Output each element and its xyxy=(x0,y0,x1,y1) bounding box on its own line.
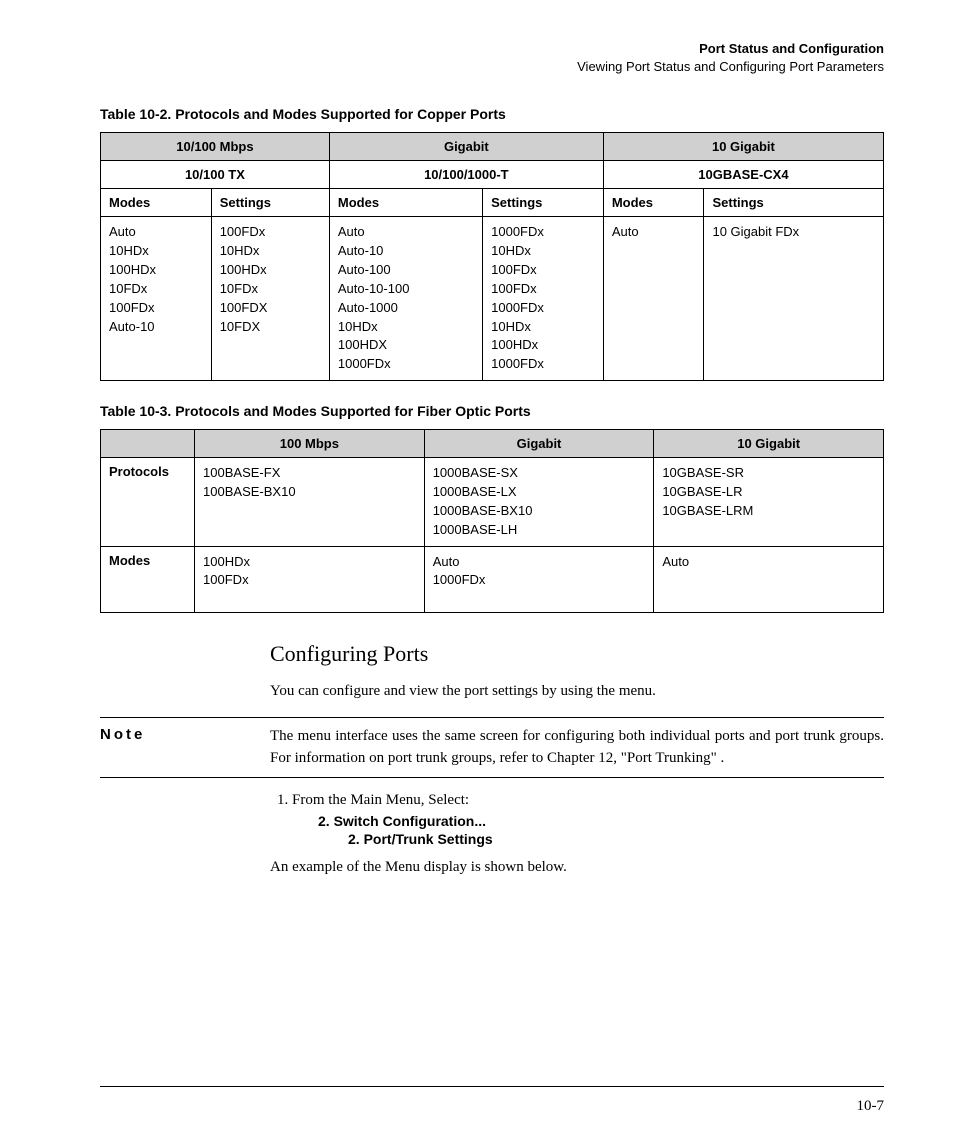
t1-cell-2: Auto Auto-10 Auto-100 Auto-10-100 Auto-1… xyxy=(329,217,482,381)
t1-group-0: 10/100 Mbps xyxy=(101,133,330,161)
table2-caption: Table 10-3. Protocols and Modes Supporte… xyxy=(100,403,884,419)
note-body: The menu interface uses the same screen … xyxy=(270,726,884,770)
t1-col-3: Settings xyxy=(483,189,604,217)
t2-r0-label: Protocols xyxy=(101,458,195,546)
step-1: From the Main Menu, Select: 2. Switch Co… xyxy=(292,792,884,847)
steps-list: From the Main Menu, Select: 2. Switch Co… xyxy=(270,792,884,847)
section-title: Configuring Ports xyxy=(270,641,884,667)
menu-path-1: 2. Switch Configuration... xyxy=(318,813,884,829)
t1-sub-2: 10GBASE-CX4 xyxy=(603,161,883,189)
t1-col-1: Settings xyxy=(211,189,329,217)
t2-r1-c2: Auto xyxy=(654,546,884,613)
t1-cell-4: Auto xyxy=(603,217,704,381)
t2-col-0 xyxy=(101,430,195,458)
t2-col-1: 100 Mbps xyxy=(195,430,425,458)
step-1-text: From the Main Menu, Select: xyxy=(292,792,469,808)
page-number: 10-7 xyxy=(857,1098,885,1115)
t1-col-2: Modes xyxy=(329,189,482,217)
t1-col-4: Modes xyxy=(603,189,704,217)
t1-group-2: 10 Gigabit xyxy=(603,133,883,161)
header-subtitle: Viewing Port Status and Configuring Port… xyxy=(100,58,884,76)
t1-sub-1: 10/100/1000-T xyxy=(329,161,603,189)
menu-path-2: 2. Port/Trunk Settings xyxy=(348,831,884,847)
t2-r0-c2: 10GBASE-SR 10GBASE-LR 10GBASE-LRM xyxy=(654,458,884,546)
page-header: Port Status and Configuration Viewing Po… xyxy=(100,40,884,76)
t1-col-5: Settings xyxy=(704,189,884,217)
t1-sub-0: 10/100 TX xyxy=(101,161,330,189)
note-block: Note The menu interface uses the same sc… xyxy=(100,717,884,779)
page: Port Status and Configuration Viewing Po… xyxy=(0,0,954,1145)
t1-cell-3: 1000FDx 10HDx 100FDx 100FDx 1000FDx 10HD… xyxy=(483,217,604,381)
table1-caption: Table 10-2. Protocols and Modes Supporte… xyxy=(100,106,884,122)
t1-col-0: Modes xyxy=(101,189,212,217)
t1-group-1: Gigabit xyxy=(329,133,603,161)
t2-col-2: Gigabit xyxy=(424,430,654,458)
t2-r0-c1: 1000BASE-SX 1000BASE-LX 1000BASE-BX10 10… xyxy=(424,458,654,546)
footer-rule xyxy=(100,1086,884,1087)
t2-r0-c0: 100BASE-FX 100BASE-BX10 xyxy=(195,458,425,546)
after-steps-text: An example of the Menu display is shown … xyxy=(270,857,884,879)
table-copper-ports: 10/100 Mbps Gigabit 10 Gigabit 10/100 TX… xyxy=(100,132,884,381)
t2-col-3: 10 Gigabit xyxy=(654,430,884,458)
t1-cell-0: Auto 10HDx 100HDx 10FDx 100FDx Auto-10 xyxy=(101,217,212,381)
t2-r1-label: Modes xyxy=(101,546,195,613)
t1-cell-5: 10 Gigabit FDx xyxy=(704,217,884,381)
section-intro: You can configure and view the port sett… xyxy=(270,681,884,703)
note-label: Note xyxy=(100,726,270,770)
t1-cell-1: 100FDx 10HDx 100HDx 10FDx 100FDX 10FDX xyxy=(211,217,329,381)
header-title: Port Status and Configuration xyxy=(100,40,884,58)
t2-r1-c1: Auto 1000FDx xyxy=(424,546,654,613)
t2-r1-c0: 100HDx 100FDx xyxy=(195,546,425,613)
table-fiber-ports: 100 Mbps Gigabit 10 Gigabit Protocols 10… xyxy=(100,429,884,613)
